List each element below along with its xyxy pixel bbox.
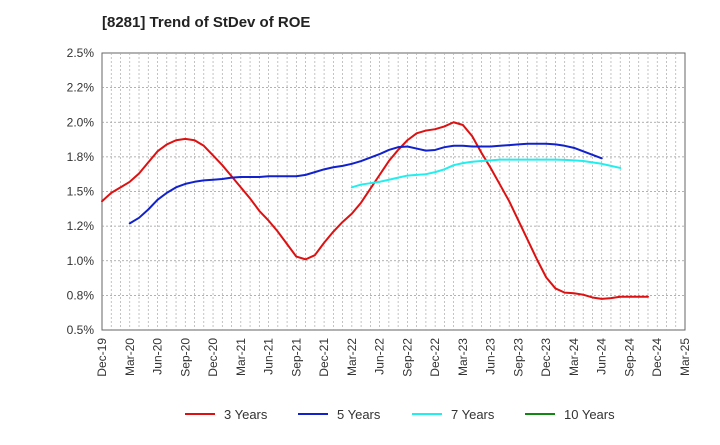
legend-label-3-years: 3 Years [224,407,268,422]
x-tick-label: Dec-20 [206,338,220,377]
grid-lines [102,53,685,330]
x-tick-label: Jun-23 [484,338,498,375]
y-tick-label: 2.0% [67,115,95,129]
x-tick-label: Jun-20 [151,338,165,375]
series-lines [101,121,649,300]
x-tick-label: Sep-22 [400,338,414,377]
legend-label-5-years: 5 Years [337,407,381,422]
x-tick-label: Dec-21 [317,338,331,377]
x-tick-label: Mar-24 [567,338,581,376]
x-tick-label: Mar-22 [345,338,359,376]
y-tick-label: 1.8% [67,150,95,164]
chart-title: [8281] Trend of StDev of ROE [102,14,311,31]
x-tick-label: Dec-24 [650,338,664,377]
x-tick-label: Jun-22 [373,338,387,375]
plot-area [101,52,686,331]
y-tick-label: 2.2% [67,81,95,95]
x-tick-label: Jun-21 [262,338,276,375]
x-tick-label: Sep-21 [289,338,303,377]
y-tick-label: 1.0% [67,254,95,268]
legend-label-7-years: 7 Years [451,407,495,422]
x-tick-label: Mar-21 [234,338,248,376]
x-tick-label: Dec-19 [95,338,109,377]
x-axis: Dec-19 Mar-20 Jun-20 Sep-20 Dec-20 Mar-21 Jun-… [95,338,692,377]
x-tick-label: Jun-24 [595,338,609,375]
x-tick-label: Mar-23 [456,338,470,376]
y-tick-label: 2.5% [67,46,95,60]
series-line-7-years [350,158,622,189]
x-tick-label: Sep-24 [622,338,636,377]
y-tick-label: 1.2% [67,219,95,233]
x-tick-label: Sep-23 [511,338,525,377]
x-tick-label: Mar-25 [678,338,692,376]
x-tick-label: Dec-22 [428,338,442,377]
y-axis: 0.5% 0.8% 1.0% 1.2% 1.5% 1.8% 2.0% 2.2% 2.5% [67,46,95,337]
series-line-5-years [128,142,603,225]
y-tick-label: 0.5% [67,323,95,337]
y-tick-label: 0.8% [67,288,95,302]
x-tick-label: Mar-20 [123,338,137,376]
legend: 3 Years 5 Years 7 Years 10 Years [185,407,615,422]
y-tick-label: 1.5% [67,185,95,199]
x-tick-label: Dec-23 [539,338,553,377]
legend-label-10-years: 10 Years [564,407,615,422]
x-tick-label: Sep-20 [178,338,192,377]
